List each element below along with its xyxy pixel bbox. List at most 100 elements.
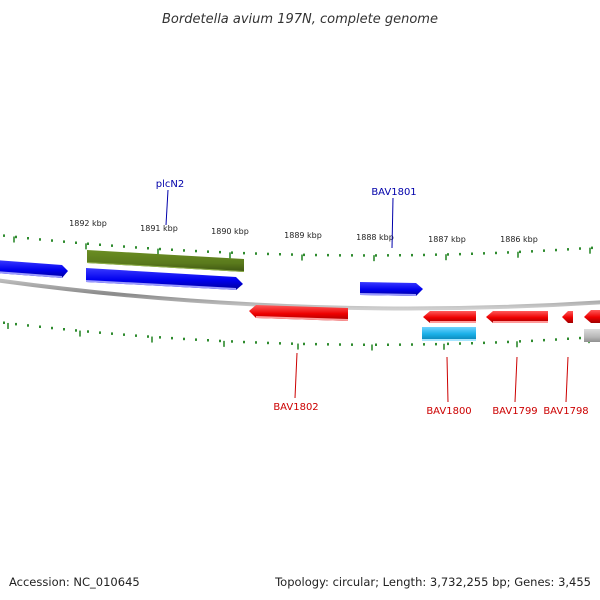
gene-label-BAV1799[interactable]: BAV1799 xyxy=(492,406,537,417)
minor-tick xyxy=(315,342,317,346)
minor-tick xyxy=(279,253,281,256)
BAV1800-leader-line xyxy=(446,356,449,403)
minor-tick xyxy=(15,235,17,239)
minor-tick xyxy=(387,343,389,346)
minor-tick xyxy=(375,343,377,346)
map-title: Bordetella avium 197N, complete genome xyxy=(162,12,438,27)
BAV1800-misc-feature[interactable] xyxy=(422,327,476,341)
minor-tick xyxy=(51,239,53,242)
minor-tick xyxy=(231,251,233,254)
minor-tick xyxy=(255,252,257,255)
minor-tick xyxy=(459,252,461,256)
minor-tick xyxy=(555,338,557,341)
minor-tick xyxy=(135,246,137,249)
BAV1800-cds[interactable] xyxy=(423,311,476,323)
tick-label-1890: 1890 kbp xyxy=(211,227,249,236)
minor-tick xyxy=(87,242,89,245)
BAV1799-cds-highlight xyxy=(493,321,548,323)
BAV1799-cds[interactable] xyxy=(486,311,548,323)
minor-tick xyxy=(267,341,269,345)
minor-tick xyxy=(3,234,5,237)
minor-tick xyxy=(579,336,581,340)
BAV1801-cds-highlight xyxy=(360,293,416,296)
minor-tick xyxy=(99,243,101,246)
minor-tick xyxy=(507,340,509,344)
minor-tick xyxy=(75,241,77,244)
minor-tick xyxy=(111,332,113,335)
outer-tick-ring xyxy=(3,234,593,262)
minor-tick xyxy=(471,342,473,345)
minor-tick xyxy=(567,248,569,251)
minor-tick xyxy=(543,338,545,342)
minor-tick xyxy=(315,253,317,257)
minor-tick xyxy=(339,343,341,346)
minor-tick xyxy=(399,343,401,346)
gene-label-BAV1800[interactable]: BAV1800 xyxy=(426,406,471,417)
gene-label-plcN2[interactable]: plcN2 xyxy=(156,179,184,190)
minor-tick xyxy=(483,252,485,255)
minor-tick xyxy=(291,253,293,256)
minor-tick xyxy=(207,250,209,253)
other-feature-right-edge[interactable] xyxy=(584,329,600,342)
minor-tick xyxy=(591,246,593,250)
plcN2-rna-feature[interactable] xyxy=(87,250,244,272)
minor-tick xyxy=(399,254,401,257)
minor-tick xyxy=(555,248,557,252)
minor-tick xyxy=(219,250,221,254)
minor-tick xyxy=(255,341,257,344)
minor-tick xyxy=(531,250,533,253)
minor-tick xyxy=(303,253,305,257)
minor-tick xyxy=(39,325,41,328)
minor-tick xyxy=(495,251,497,255)
minor-tick xyxy=(507,251,509,254)
minor-tick xyxy=(87,330,89,333)
minor-tick xyxy=(423,253,425,257)
minor-tick xyxy=(411,343,413,346)
minor-tick xyxy=(135,334,137,337)
minor-tick xyxy=(159,336,161,339)
minor-tick xyxy=(207,339,209,342)
minor-tick xyxy=(195,338,197,341)
minor-tick xyxy=(147,247,149,250)
gene-label-BAV1802[interactable]: BAV1802 xyxy=(273,402,318,413)
forward-cds-left-edge-highlight xyxy=(0,271,62,278)
minor-tick xyxy=(171,336,173,340)
minor-tick xyxy=(483,341,485,345)
BAV1798-cds[interactable] xyxy=(562,311,573,323)
plcN2-leader-line xyxy=(165,189,169,226)
tick-label-1887: 1887 kbp xyxy=(428,235,466,244)
minor-tick xyxy=(99,331,101,334)
minor-tick xyxy=(351,343,353,346)
BAV1799-leader-line xyxy=(514,356,518,403)
minor-tick xyxy=(291,342,293,345)
BAV1798-leader-line xyxy=(565,356,569,403)
minor-tick xyxy=(111,244,113,247)
BAV1801-cds[interactable] xyxy=(360,282,423,296)
genome-backbone xyxy=(0,278,600,311)
tick-label-1886: 1886 kbp xyxy=(500,235,538,244)
minor-tick xyxy=(447,253,449,256)
minor-tick xyxy=(435,342,437,346)
gene-label-BAV1798[interactable]: BAV1798 xyxy=(543,406,588,417)
reverse-cds-right-edge[interactable] xyxy=(584,310,600,323)
minor-tick xyxy=(327,253,329,257)
tick-label-1888: 1888 kbp xyxy=(356,233,394,242)
minor-tick xyxy=(387,254,389,257)
minor-tick xyxy=(459,342,461,345)
minor-tick xyxy=(471,252,473,255)
BAV1802-leader-line xyxy=(294,352,298,399)
minor-tick xyxy=(27,324,29,327)
minor-tick xyxy=(123,245,125,248)
minor-tick xyxy=(327,343,329,346)
minor-tick xyxy=(519,340,521,343)
minor-tick xyxy=(195,249,197,253)
minor-tick xyxy=(15,322,17,326)
plcN2-cds[interactable] xyxy=(86,268,243,290)
gene-label-BAV1801[interactable]: BAV1801 xyxy=(371,187,416,198)
minor-tick xyxy=(159,247,161,251)
minor-tick xyxy=(63,328,65,331)
minor-tick xyxy=(231,340,233,343)
minor-tick xyxy=(339,254,341,257)
minor-tick xyxy=(75,329,77,332)
